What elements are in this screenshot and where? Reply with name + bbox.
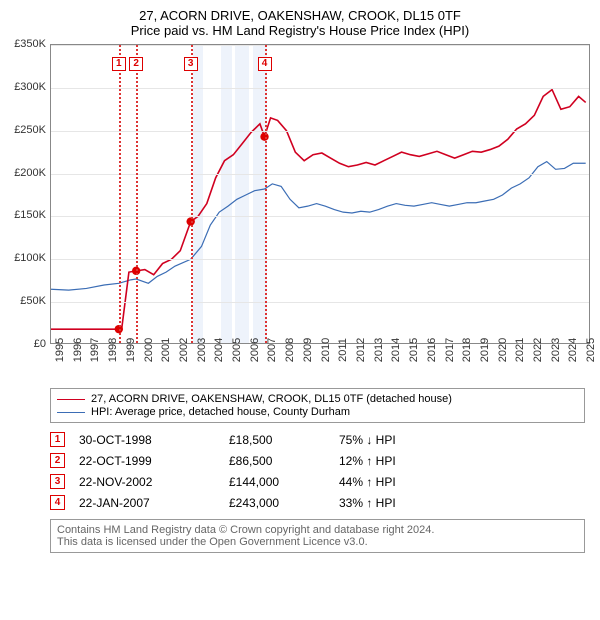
sale-price: £144,000: [229, 475, 339, 489]
x-tick-label: 2005: [231, 338, 243, 362]
x-tick-label: 2006: [249, 338, 261, 362]
sale-marker: 3: [184, 57, 198, 71]
x-tick-label: 1999: [125, 338, 137, 362]
sale-row: 4 22-JAN-2007£243,00033% ↑ HPI: [50, 492, 585, 513]
x-tick-label: 2013: [373, 338, 385, 362]
sale-row: 1 30-OCT-1998£18,50075% ↓ HPI: [50, 429, 585, 450]
sale-number-box: 2: [50, 453, 65, 468]
sale-vline: [136, 45, 138, 343]
x-tick-label: 2014: [390, 338, 402, 362]
sale-vline: [265, 45, 267, 343]
sale-date: 22-OCT-1999: [79, 454, 229, 468]
sale-vline: [191, 45, 193, 343]
gridline: [51, 174, 589, 175]
sale-price: £86,500: [229, 454, 339, 468]
y-tick-label: £300K: [14, 81, 46, 93]
sale-pct: 75% ↓ HPI: [339, 433, 469, 447]
sale-date: 22-NOV-2002: [79, 475, 229, 489]
legend-label: 27, ACORN DRIVE, OAKENSHAW, CROOK, DL15 …: [91, 393, 452, 405]
y-tick-label: £250K: [14, 124, 46, 136]
x-tick-label: 2002: [178, 338, 190, 362]
gridline: [51, 259, 589, 260]
y-tick-label: £200K: [14, 167, 46, 179]
x-tick-label: 2022: [532, 338, 544, 362]
sale-pct: 12% ↑ HPI: [339, 454, 469, 468]
legend-item: 27, ACORN DRIVE, OAKENSHAW, CROOK, DL15 …: [57, 393, 578, 405]
footer-box: Contains HM Land Registry data © Crown c…: [50, 519, 585, 553]
x-tick-label: 2018: [461, 338, 473, 362]
x-tick-label: 1996: [72, 338, 84, 362]
x-tick-label: 1998: [107, 338, 119, 362]
x-tick-label: 2009: [302, 338, 314, 362]
sale-number-box: 4: [50, 495, 65, 510]
chart-svg: [51, 45, 591, 345]
y-tick-label: £0: [34, 338, 46, 350]
x-tick-label: 2023: [550, 338, 562, 362]
gridline: [51, 88, 589, 89]
x-tick-label: 2008: [284, 338, 296, 362]
y-tick-label: £150K: [14, 209, 46, 221]
gridline: [51, 45, 589, 46]
y-axis-labels: £0£50K£100K£150K£200K£250K£300K£350K: [6, 44, 48, 344]
gridline: [51, 131, 589, 132]
x-tick-label: 2003: [196, 338, 208, 362]
x-tick-label: 2007: [266, 338, 278, 362]
x-axis-labels: 1995199619971998199920002001200220032004…: [50, 346, 590, 384]
legend-swatch: [57, 399, 85, 400]
sale-marker: 2: [129, 57, 143, 71]
sale-price: £243,000: [229, 496, 339, 510]
y-tick-label: £50K: [20, 295, 46, 307]
x-tick-label: 2016: [426, 338, 438, 362]
sale-marker: 4: [258, 57, 272, 71]
sale-price: £18,500: [229, 433, 339, 447]
gridline: [51, 302, 589, 303]
legend-item: HPI: Average price, detached house, Coun…: [57, 406, 578, 418]
x-tick-label: 2017: [444, 338, 456, 362]
x-tick-label: 2004: [213, 338, 225, 362]
plot-area: 12 3 4: [50, 44, 590, 344]
gridline: [51, 216, 589, 217]
x-tick-label: 2019: [479, 338, 491, 362]
sales-table: 1 30-OCT-1998£18,50075% ↓ HPI 2 22-OCT-1999…: [50, 429, 585, 513]
x-tick-label: 2001: [160, 338, 172, 362]
sale-vline: [119, 45, 121, 343]
sale-date: 22-JAN-2007: [79, 496, 229, 510]
y-tick-label: £350K: [14, 38, 46, 50]
sale-row: 3 22-NOV-2002£144,00044% ↑ HPI: [50, 471, 585, 492]
series-line: [51, 162, 586, 291]
legend-box: 27, ACORN DRIVE, OAKENSHAW, CROOK, DL15 …: [50, 388, 585, 423]
sale-row: 2 22-OCT-1999£86,50012% ↑ HPI: [50, 450, 585, 471]
x-tick-label: 2021: [514, 338, 526, 362]
sale-number-box: 1: [50, 432, 65, 447]
footer-line-2: This data is licensed under the Open Gov…: [57, 536, 578, 548]
x-tick-label: 2024: [567, 338, 579, 362]
x-tick-label: 2010: [320, 338, 332, 362]
x-tick-label: 2012: [355, 338, 367, 362]
chart-title: 27, ACORN DRIVE, OAKENSHAW, CROOK, DL15 …: [6, 8, 594, 23]
series-line: [51, 90, 586, 330]
x-tick-label: 2025: [585, 338, 597, 362]
chart-area: £0£50K£100K£150K£200K£250K£300K£350K 123…: [6, 44, 594, 384]
x-tick-label: 2000: [143, 338, 155, 362]
y-tick-label: £100K: [14, 252, 46, 264]
legend-swatch: [57, 412, 85, 413]
x-tick-label: 2011: [337, 338, 349, 362]
sale-pct: 44% ↑ HPI: [339, 475, 469, 489]
sale-marker: 1: [112, 57, 126, 71]
chart-subtitle: Price paid vs. HM Land Registry's House …: [6, 23, 594, 38]
sale-number-box: 3: [50, 474, 65, 489]
x-tick-label: 2015: [408, 338, 420, 362]
sale-date: 30-OCT-1998: [79, 433, 229, 447]
sale-pct: 33% ↑ HPI: [339, 496, 469, 510]
legend-label: HPI: Average price, detached house, Coun…: [91, 406, 350, 418]
x-tick-label: 1995: [54, 338, 66, 362]
x-tick-label: 1997: [89, 338, 101, 362]
footer-line-1: Contains HM Land Registry data © Crown c…: [57, 524, 578, 536]
chart-container: { "title": "27, ACORN DRIVE, OAKENSHAW, …: [0, 0, 600, 561]
x-tick-label: 2020: [497, 338, 509, 362]
